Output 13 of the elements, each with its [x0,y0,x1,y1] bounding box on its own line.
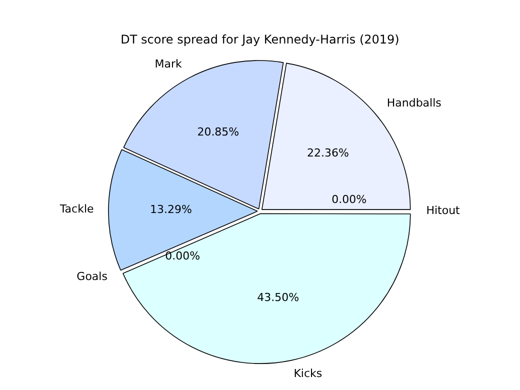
data-label: 43.50% [257,291,300,304]
slice-label: Handballs [386,96,442,110]
text: 0.00% [165,250,200,263]
data-label: 13.29% [150,203,192,216]
data-label: 22.36% [306,146,349,160]
slice-label: Kicks [294,366,322,380]
chart-title: DT score spread for Jay Kennedy-Harris (2019) [120,32,400,46]
category-label: Hitout [426,204,460,218]
slice-label: Tackle [58,202,94,216]
category-label: Goals [76,270,108,284]
text: 0.00% [332,193,367,206]
data-label: 20.85% [197,125,240,138]
slice-label: Mark [154,57,183,70]
